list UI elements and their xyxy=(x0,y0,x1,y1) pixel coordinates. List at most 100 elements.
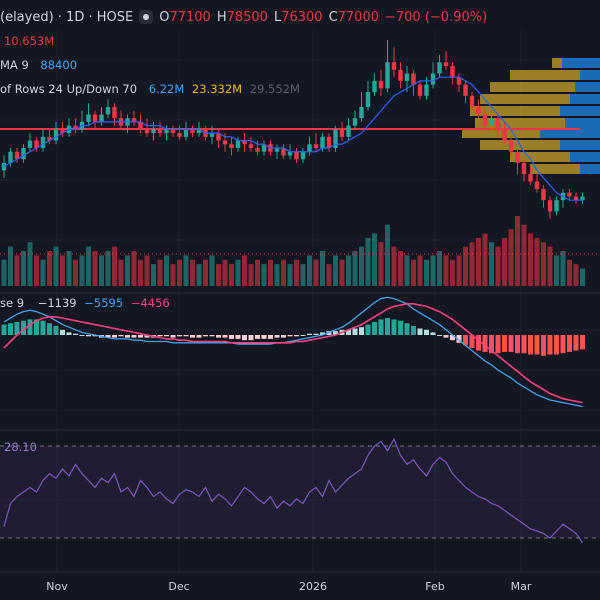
volume-bar xyxy=(502,237,507,286)
low-value: 76300 xyxy=(281,9,323,25)
macd-bar xyxy=(411,325,416,335)
rsi-line xyxy=(3,437,583,543)
macd-bar xyxy=(144,335,150,338)
candle-body xyxy=(261,144,267,152)
macd-bar xyxy=(164,335,169,337)
macd-bar xyxy=(287,335,293,337)
candle-body xyxy=(378,80,384,89)
volume-bar xyxy=(99,255,104,286)
macd-bar xyxy=(580,335,585,350)
candle-body xyxy=(385,62,390,89)
volume-bar xyxy=(320,251,325,286)
macd-hist-value: −1139 xyxy=(37,296,77,310)
vp-row-up xyxy=(570,152,600,162)
volume-bar xyxy=(456,255,462,286)
volume-bar xyxy=(157,259,163,286)
vp-row-down xyxy=(510,152,570,162)
volume-bar xyxy=(333,255,338,286)
macd-bar xyxy=(79,335,85,336)
vp-down-value: 23.332M xyxy=(191,82,243,96)
volume-bar xyxy=(66,251,72,286)
candle-body xyxy=(287,151,293,156)
macd-bar xyxy=(534,335,540,355)
vp-row-up xyxy=(580,70,600,80)
volume-bar xyxy=(482,233,488,286)
candle-body xyxy=(190,129,195,134)
candle-body xyxy=(411,73,416,85)
volume-bar xyxy=(79,255,85,286)
close-label: C xyxy=(328,9,338,25)
symbol-label[interactable]: (elayed) · 1D · HOSE xyxy=(0,9,134,25)
macd-bar xyxy=(352,328,358,335)
volume-bar xyxy=(534,237,540,286)
x-tick-label: Nov xyxy=(46,580,68,593)
macd-bar xyxy=(21,320,26,335)
candle-body xyxy=(313,144,319,148)
volume-bar xyxy=(190,259,195,286)
candle-body xyxy=(99,114,104,122)
macd-bar xyxy=(157,335,163,337)
macd-bar xyxy=(424,329,429,335)
candle-body xyxy=(489,118,494,126)
candle-body xyxy=(502,129,507,141)
volume-bar xyxy=(287,264,293,286)
macd-bar xyxy=(300,335,306,336)
candle-body xyxy=(8,151,13,163)
volume-bar xyxy=(398,251,403,286)
macd-bar xyxy=(196,335,202,338)
volume-bar xyxy=(8,246,13,286)
candle-body xyxy=(482,114,488,126)
macd-bar xyxy=(203,335,208,337)
macd-bar xyxy=(229,335,234,339)
macd-bar xyxy=(138,335,143,338)
macd-signal-value: −4456 xyxy=(130,296,170,310)
volume-bar xyxy=(105,251,111,286)
macd-bar xyxy=(177,335,182,337)
vp-legend[interactable]: of Rows 24 Up/Down 70 6.22M 23.332M 29.5… xyxy=(0,82,300,96)
volume-bar xyxy=(209,255,215,286)
volume-bar xyxy=(1,259,7,286)
volume-profile xyxy=(462,58,600,174)
candle-body xyxy=(333,129,338,148)
ma-legend[interactable]: MA 9 88400 xyxy=(0,58,77,72)
candle-body xyxy=(573,196,579,201)
macd-legend[interactable]: se 9 −1139 −5595 −4456 xyxy=(0,296,170,310)
macd-bar xyxy=(320,332,325,335)
close-value: 77000 xyxy=(337,9,379,25)
macd-bar xyxy=(450,335,455,341)
volume-bar xyxy=(274,264,280,286)
candle-body xyxy=(21,148,26,160)
candle-body xyxy=(307,144,312,152)
macd-bar xyxy=(183,335,189,337)
volume-bar xyxy=(404,255,410,286)
macd-bar xyxy=(437,335,442,336)
eye-icon[interactable] xyxy=(139,10,154,24)
candle-body xyxy=(300,151,306,160)
volume-bar xyxy=(248,264,254,286)
volume-bar xyxy=(391,246,397,286)
volume-bar xyxy=(235,259,241,286)
volume-bar xyxy=(92,251,98,286)
macd-bar xyxy=(378,319,384,335)
macd-bar xyxy=(294,335,299,337)
candle-body xyxy=(27,140,33,148)
macd-bar xyxy=(495,335,501,354)
volume-bar xyxy=(508,229,514,286)
vp-row-up xyxy=(562,58,600,68)
macd-bar xyxy=(443,335,449,338)
macd-bar xyxy=(398,320,403,335)
macd-bar xyxy=(170,335,176,338)
candle-body xyxy=(469,95,475,107)
x-tick-label: Mar xyxy=(511,580,532,593)
macd-bar xyxy=(261,335,267,339)
rsi-band xyxy=(0,446,600,538)
volume-bar xyxy=(469,242,475,286)
macd-bar xyxy=(268,335,273,339)
volume-bar xyxy=(326,264,332,286)
volume-bar xyxy=(430,255,436,286)
macd-bar xyxy=(216,335,221,338)
macd-label: se 9 xyxy=(0,296,25,310)
volume-bar xyxy=(164,255,169,286)
macd-bar xyxy=(60,329,65,335)
